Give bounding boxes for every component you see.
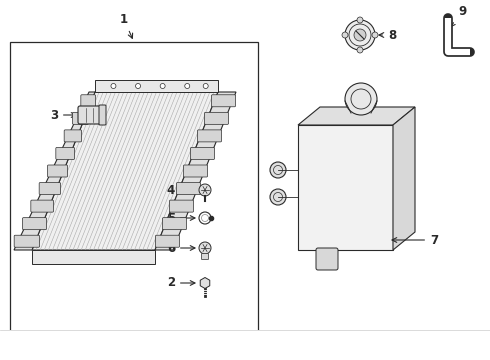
Text: 6: 6 — [167, 242, 195, 255]
Text: 8: 8 — [379, 28, 396, 41]
Polygon shape — [155, 92, 236, 250]
FancyBboxPatch shape — [197, 130, 221, 142]
Polygon shape — [393, 107, 415, 250]
FancyBboxPatch shape — [183, 165, 207, 177]
Circle shape — [357, 47, 363, 53]
Circle shape — [357, 17, 363, 23]
Text: 7: 7 — [392, 234, 438, 247]
FancyBboxPatch shape — [39, 183, 60, 194]
FancyBboxPatch shape — [99, 105, 106, 125]
FancyBboxPatch shape — [23, 218, 47, 230]
FancyBboxPatch shape — [48, 165, 68, 177]
Text: 4: 4 — [167, 184, 195, 197]
Circle shape — [199, 242, 211, 254]
Bar — [0, 330, 490, 360]
Polygon shape — [298, 107, 415, 125]
FancyBboxPatch shape — [31, 200, 53, 212]
Circle shape — [203, 84, 208, 89]
FancyBboxPatch shape — [204, 112, 228, 124]
FancyBboxPatch shape — [163, 218, 187, 230]
Polygon shape — [32, 92, 218, 250]
Polygon shape — [95, 80, 218, 92]
FancyBboxPatch shape — [56, 148, 74, 159]
FancyBboxPatch shape — [155, 235, 179, 247]
FancyBboxPatch shape — [64, 130, 81, 142]
Circle shape — [136, 84, 141, 89]
Circle shape — [199, 184, 211, 196]
FancyBboxPatch shape — [176, 183, 200, 194]
Text: 9: 9 — [450, 5, 466, 27]
Circle shape — [270, 162, 286, 178]
Circle shape — [185, 84, 190, 89]
Circle shape — [270, 189, 286, 205]
FancyBboxPatch shape — [78, 106, 104, 124]
Circle shape — [345, 20, 375, 50]
Polygon shape — [32, 250, 155, 264]
Bar — [10, 42, 258, 337]
Polygon shape — [298, 125, 393, 250]
FancyBboxPatch shape — [73, 112, 89, 124]
Circle shape — [345, 83, 377, 115]
FancyBboxPatch shape — [81, 95, 96, 107]
Text: 5: 5 — [167, 212, 195, 225]
Text: 3: 3 — [50, 108, 76, 122]
Text: 2: 2 — [167, 276, 195, 289]
FancyBboxPatch shape — [14, 235, 40, 247]
FancyBboxPatch shape — [212, 95, 236, 107]
Circle shape — [160, 84, 165, 89]
FancyBboxPatch shape — [201, 253, 209, 260]
FancyBboxPatch shape — [316, 248, 338, 270]
Circle shape — [342, 32, 348, 38]
FancyBboxPatch shape — [191, 148, 215, 159]
FancyBboxPatch shape — [170, 200, 194, 212]
Polygon shape — [14, 92, 95, 250]
Text: 1: 1 — [120, 13, 133, 38]
Circle shape — [372, 32, 378, 38]
Circle shape — [111, 84, 116, 89]
Circle shape — [354, 29, 366, 41]
